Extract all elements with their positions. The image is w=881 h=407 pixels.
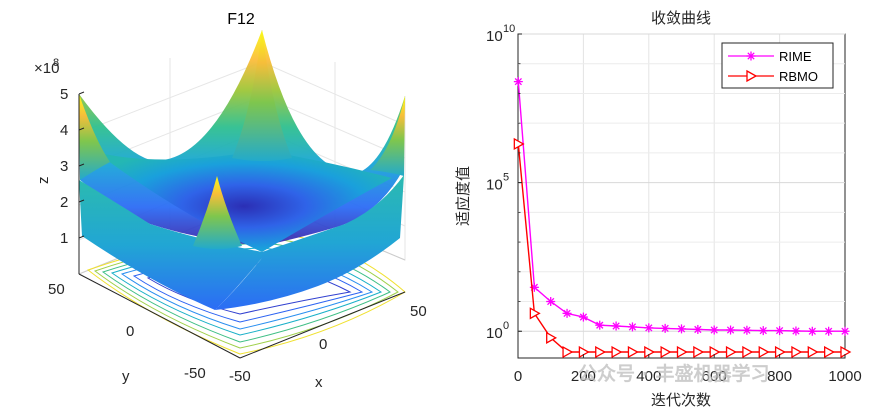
data-point-rime — [758, 326, 768, 336]
z-tick — [78, 235, 85, 239]
data-point-rbmo — [725, 345, 737, 359]
data-point-rbmo — [595, 345, 607, 359]
z-tick — [78, 163, 85, 167]
y-tick-exponent: 0 — [503, 320, 509, 332]
data-point-rbmo — [562, 345, 574, 359]
y-axis-label: y — [122, 368, 130, 385]
data-point-rime — [726, 325, 736, 335]
surface-corner-back — [232, 30, 292, 161]
z-tick-label: 4 — [60, 122, 68, 139]
data-point-rime — [660, 323, 670, 333]
data-point-rbmo — [742, 345, 754, 359]
x-tick-label: 0 — [319, 336, 327, 353]
data-point-rbmo — [693, 345, 705, 359]
data-point-rime — [562, 308, 572, 318]
z-exponent: ×10 — [34, 60, 59, 77]
x-tick-label: 400 — [636, 368, 661, 385]
data-point-rime — [644, 323, 654, 333]
data-point-rime — [775, 326, 785, 336]
data-point-rime — [824, 326, 834, 336]
z-exponent-power: 8 — [53, 57, 59, 69]
data-point-rime — [546, 297, 556, 307]
y-tick-label: 50 — [48, 281, 65, 298]
surface-corner-left — [79, 94, 110, 180]
surface-corner-right — [370, 96, 405, 176]
surface-front-right — [215, 175, 404, 310]
y-tick-base: 10 — [486, 177, 503, 194]
legend-marker-rbmo — [746, 69, 758, 83]
line-x-label: 迭代次数 — [651, 391, 711, 407]
data-point-rbmo — [824, 345, 835, 359]
data-point-rime — [693, 324, 703, 334]
data-point-rime — [709, 325, 719, 335]
data-point-rime — [742, 325, 752, 335]
y-tick-label: 0 — [126, 323, 134, 340]
legend-marker-point — [746, 51, 756, 61]
x-tick-label: 200 — [571, 368, 596, 385]
z-tick-label: 5 — [60, 86, 68, 103]
data-point-rime — [840, 326, 850, 336]
legend-label-rbmo: RBMO — [779, 69, 818, 84]
legend-label-rime: RIME — [779, 49, 812, 64]
data-point-rbmo — [529, 307, 541, 320]
watermark: 公众号 · 丰盛机器学习 — [578, 362, 769, 385]
data-point-rbmo — [660, 345, 672, 359]
x-tick-label: 1000 — [828, 368, 861, 385]
line-y-label: 适应度值 — [454, 166, 472, 226]
data-point-rbmo — [513, 137, 525, 151]
y-tick-label: -50 — [184, 365, 206, 382]
data-point-rime — [578, 312, 588, 322]
surface-bowl — [96, 150, 392, 252]
z-tick — [78, 91, 85, 95]
line-title: 收敛曲线 — [651, 9, 711, 27]
data-point-rbmo — [807, 345, 819, 359]
data-point-rime — [791, 326, 801, 336]
legend: RIME RBMO — [721, 42, 834, 89]
y-tick-exponent: 5 — [503, 172, 509, 184]
z-tick-label: 1 — [60, 230, 68, 247]
surface-plot: 1 2 3 4 5 ×10 8 z 50 0 -50 y -50 0 50 x F12 — [34, 11, 427, 391]
z-tick-label: 2 — [60, 194, 68, 211]
z-tick — [78, 127, 85, 131]
data-point-rime — [627, 322, 637, 332]
z-tick — [78, 199, 85, 203]
x-tick-label: 600 — [702, 368, 727, 385]
surface-front-left — [79, 180, 262, 310]
data-point-rbmo — [676, 345, 688, 359]
y-tick-exponent: 10 — [503, 23, 515, 35]
z-ticks: 1 2 3 4 5 — [60, 86, 85, 247]
surface-title: F12 — [227, 11, 255, 28]
data-point-rbmo — [791, 345, 803, 359]
x-axis-label: x — [315, 374, 323, 391]
legend-marker-rime — [746, 51, 756, 61]
surface-corner-front — [193, 176, 242, 249]
data-point-rime — [677, 324, 686, 334]
z-axis-label: z — [35, 177, 52, 185]
z-tick-label: 3 — [60, 158, 68, 175]
legend-box — [721, 42, 834, 89]
data-point-rbmo — [611, 345, 623, 359]
data-point-rime — [611, 321, 621, 331]
y-tick-base: 10 — [486, 28, 503, 45]
data-point-rime — [807, 326, 817, 336]
x-ticks: 0 200 400 600 800 1000 — [514, 354, 862, 385]
x-tick-label: -50 — [229, 368, 251, 385]
series-group — [513, 77, 852, 359]
data-point-rime — [595, 320, 605, 330]
legend-marker-point — [746, 69, 758, 83]
data-point-rbmo — [758, 345, 770, 359]
data-point-rbmo — [546, 331, 558, 344]
x-tick-label: 800 — [767, 368, 792, 385]
x-tick-label: 50 — [410, 303, 427, 320]
floor-edges — [78, 273, 406, 359]
x-tick-label: 0 — [514, 368, 522, 385]
y-tick-base: 10 — [486, 325, 503, 342]
data-point-rbmo — [627, 345, 639, 359]
data-point-rime — [513, 77, 523, 87]
